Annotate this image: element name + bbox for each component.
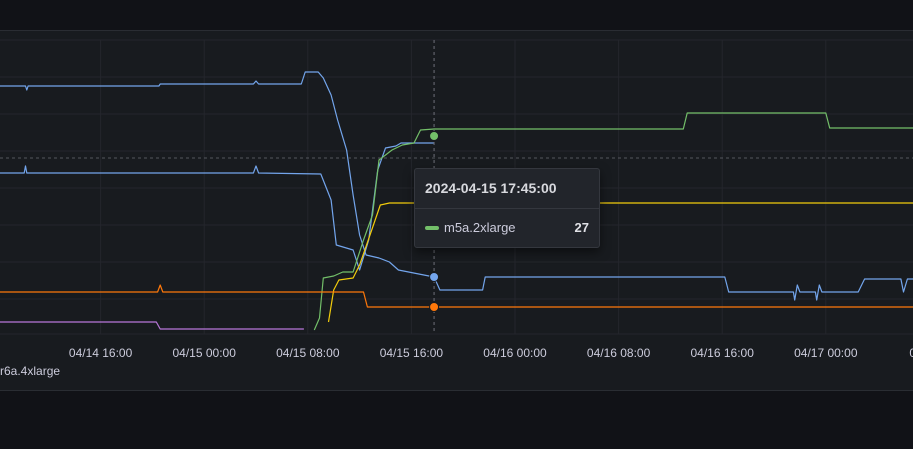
series-line <box>313 112 913 331</box>
x-tick-label: 04/16 08:00 <box>587 346 651 360</box>
x-tick-label: 04/16 16:00 <box>690 346 754 360</box>
x-tick-label: 04/16 00:00 <box>483 346 547 360</box>
x-tick-label: 04/15 08:00 <box>276 346 340 360</box>
legend-item-r6a-4xlarge[interactable]: r6a.4xlarge <box>0 364 60 378</box>
x-tick-label: 04/15 00:00 <box>172 346 236 360</box>
series-line <box>0 321 304 330</box>
panel-top-border <box>0 30 913 31</box>
tooltip-series-value: 27 <box>574 220 589 235</box>
tooltip-divider <box>415 208 599 209</box>
x-tick-label: 0 <box>0 346 1 360</box>
series-line <box>327 202 913 323</box>
hover-point <box>429 302 440 312</box>
series-line <box>0 284 913 308</box>
tooltip-time: 2024-04-15 17:45:00 <box>425 180 557 196</box>
tooltip-series-name: m5a.2xlarge <box>444 220 516 235</box>
x-tick-label: 04/14 16:00 <box>69 346 133 360</box>
x-tick-label: 04/15 16:00 <box>380 346 444 360</box>
legend-label: r6a.4xlarge <box>0 364 61 378</box>
x-tick-label: 04/17 00:00 <box>794 346 858 360</box>
dashboard-top-area <box>0 0 913 30</box>
hover-point <box>429 131 440 141</box>
hover-tooltip: 2024-04-15 17:45:00 m5a.2xlarge 27 <box>414 168 600 248</box>
x-tick-label: 04/17 0 <box>909 346 913 360</box>
tooltip-series-swatch <box>425 226 439 230</box>
series-line <box>0 142 435 271</box>
x-axis-ticks: 0 04/14 16:00 04/15 00:00 04/15 08:00 04/15 … <box>0 346 913 360</box>
hover-point <box>429 272 440 282</box>
panel-bottom-border <box>0 390 913 391</box>
